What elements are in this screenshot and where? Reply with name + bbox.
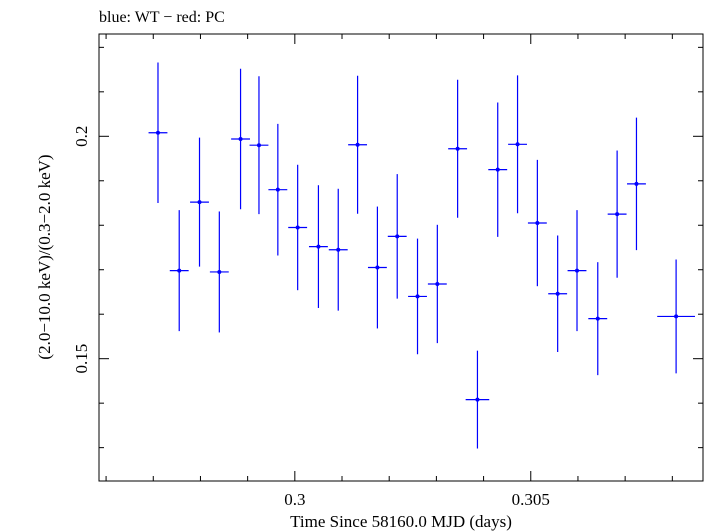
x-axis-label: Time Since 58160.0 MJD (days) xyxy=(290,512,512,531)
data-point xyxy=(508,75,527,214)
data-point xyxy=(209,211,229,333)
data-point xyxy=(288,164,308,291)
plot-frame xyxy=(98,33,704,482)
data-point xyxy=(627,117,646,251)
data-marker xyxy=(674,314,679,319)
data-point xyxy=(249,76,269,215)
y-tick-label: 0.2 xyxy=(72,126,91,147)
data-marker xyxy=(495,167,500,172)
data-point xyxy=(657,259,695,374)
data-point xyxy=(231,68,250,210)
data-marker xyxy=(275,187,280,192)
data-point xyxy=(488,102,508,237)
data-marker xyxy=(555,291,560,296)
data-series xyxy=(148,62,695,449)
data-point xyxy=(527,159,547,287)
data-point xyxy=(308,185,328,308)
data-marker xyxy=(256,143,261,148)
data-marker xyxy=(197,200,202,205)
chart-title: blue: WT − red: PC xyxy=(99,9,225,26)
data-point xyxy=(427,224,447,344)
data-point xyxy=(588,262,608,376)
y-axis-label: (2.0−10.0 keV)/(0.3−2.0 keV) xyxy=(35,154,54,359)
data-marker xyxy=(375,265,380,270)
axis-ticks xyxy=(99,34,703,481)
data-point xyxy=(348,75,368,214)
data-marker xyxy=(355,142,360,147)
data-marker xyxy=(316,244,321,249)
data-point xyxy=(607,150,627,278)
data-marker xyxy=(575,268,580,273)
data-marker xyxy=(595,316,600,321)
data-point xyxy=(169,210,189,332)
data-marker xyxy=(475,397,480,402)
data-marker xyxy=(238,136,243,141)
data-point xyxy=(367,206,387,329)
x-tick-label: 0.305 xyxy=(512,490,550,509)
data-point xyxy=(148,62,168,204)
data-marker xyxy=(634,181,639,186)
x-tick-label: 0.3 xyxy=(284,490,305,509)
data-marker xyxy=(615,212,620,217)
data-point xyxy=(465,350,490,449)
data-marker xyxy=(155,130,160,135)
y-tick-label: 0.15 xyxy=(72,344,91,374)
data-marker xyxy=(455,146,460,151)
axis-tick-labels: 0.3 0.305 0.15 0.2 xyxy=(72,126,550,509)
data-marker xyxy=(515,142,520,147)
data-point xyxy=(408,238,427,355)
data-point xyxy=(328,188,348,311)
data-marker xyxy=(395,234,400,239)
data-point xyxy=(190,137,209,267)
data-point xyxy=(268,123,288,256)
data-marker xyxy=(336,247,341,252)
data-marker xyxy=(535,221,540,226)
data-point xyxy=(387,174,407,299)
data-marker xyxy=(415,294,420,299)
data-marker xyxy=(177,268,182,273)
data-point xyxy=(448,79,468,218)
data-point xyxy=(567,210,587,332)
data-marker xyxy=(435,281,440,286)
data-point xyxy=(548,235,568,353)
data-marker xyxy=(295,225,300,230)
data-marker xyxy=(217,269,222,274)
